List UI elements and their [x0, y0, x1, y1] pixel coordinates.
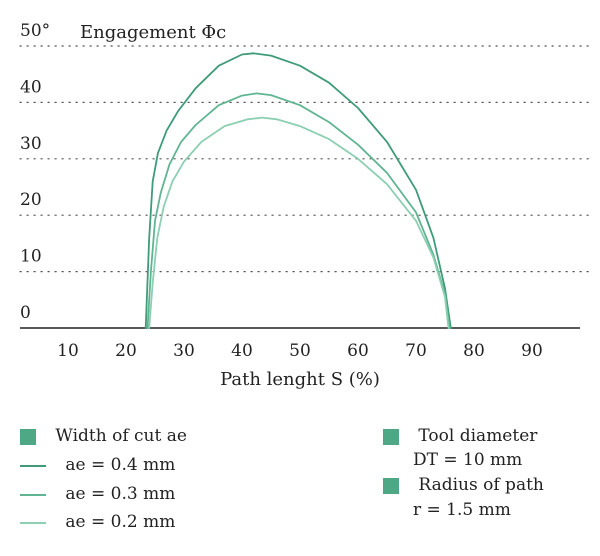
- y-tick-label: 30: [20, 134, 42, 154]
- x-tick-labels: 10 20 30 40 50 60 70 80 90: [57, 341, 543, 361]
- x-tick-label: 90: [521, 341, 543, 361]
- series-line-0: [144, 52, 452, 329]
- legend-item-2: ae = 0.2 mm: [20, 514, 175, 531]
- y-tick-labels: 0 10 20 30 40 50°: [20, 21, 50, 323]
- chart-title: Engagement Φc: [80, 22, 226, 43]
- legend-item-1: ae = 0.3 mm: [20, 486, 175, 503]
- legend-line-2: [20, 521, 46, 524]
- x-axis-label: Path lenght S (%): [220, 369, 380, 390]
- y-tick-label: 0: [20, 303, 31, 323]
- radius-row: Radius of path: [383, 477, 544, 494]
- legend-heading-row: Width of cut ae: [20, 428, 187, 445]
- x-tick-label: 40: [231, 341, 253, 361]
- tool-diameter-label: Tool diameter: [418, 426, 538, 446]
- series-line-1: [146, 92, 451, 329]
- legend-marker: [20, 428, 36, 445]
- tool-diameter-row: Tool diameter: [383, 428, 537, 445]
- grid-lines: [19, 45, 591, 273]
- legend-item-label: ae = 0.2 mm: [65, 512, 176, 532]
- x-tick-label: 30: [173, 341, 195, 361]
- x-tick-label: 70: [405, 341, 427, 361]
- engagement-chart: 0 10 20 30 40 50° 10 20 30 40 50 60 70 80 90 Engageme…: [19, 21, 591, 390]
- radius-label: Radius of path: [418, 475, 544, 495]
- x-tick-label: 10: [57, 341, 79, 361]
- x-tick-label: 80: [463, 341, 485, 361]
- y-tick-label: 50°: [20, 21, 50, 41]
- x-tick-label: 20: [115, 341, 137, 361]
- legend-item-label: ae = 0.4 mm: [65, 455, 176, 475]
- legend-marker: [383, 477, 399, 494]
- legend-line-1: [20, 493, 46, 496]
- y-tick-label: 40: [20, 77, 42, 97]
- tool-diameter-value: DT = 10 mm: [413, 450, 523, 470]
- legend-item-label: ae = 0.3 mm: [65, 484, 176, 504]
- y-tick-label: 10: [20, 247, 42, 267]
- series-line-2: [148, 116, 450, 329]
- radius-value: r = 1.5 mm: [413, 500, 511, 520]
- legend-line-0: [20, 464, 46, 467]
- legend-item-0: ae = 0.4 mm: [20, 457, 175, 474]
- legend-marker: [383, 428, 399, 445]
- y-tick-label: 20: [20, 190, 42, 210]
- legend-heading: Width of cut ae: [55, 426, 187, 446]
- x-tick-label: 60: [347, 341, 369, 361]
- x-tick-label: 50: [289, 341, 311, 361]
- series-lines: [144, 52, 452, 329]
